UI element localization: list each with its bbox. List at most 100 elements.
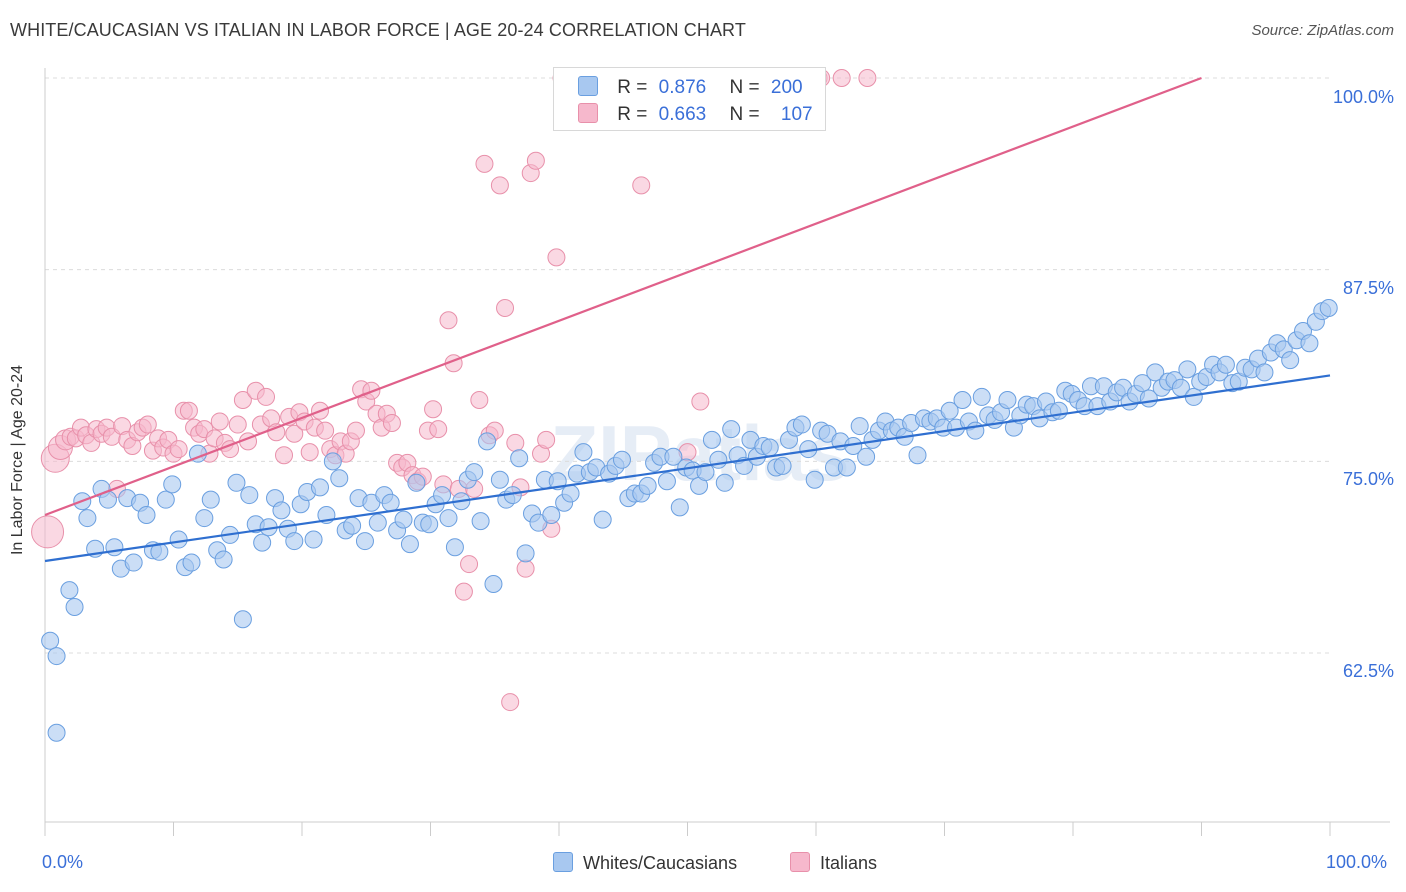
trend-line-whites	[44, 374, 1331, 563]
legend-r-label: R =	[617, 104, 648, 125]
legend-swatch-pink	[578, 103, 598, 123]
point-whites	[445, 538, 464, 557]
point-italians	[454, 582, 473, 601]
point-whites	[137, 506, 156, 524]
point-whites	[760, 438, 779, 457]
point-whites	[65, 598, 84, 616]
point-whites	[304, 530, 323, 549]
legend-r-value: 0.876	[658, 77, 707, 98]
point-whites	[574, 443, 593, 462]
point-whites	[850, 417, 869, 436]
y-tick-62-5: 62.5%	[1342, 661, 1394, 681]
point-whites	[612, 450, 631, 469]
point-italians	[501, 693, 520, 712]
legend-r-value: 0.663	[658, 104, 707, 125]
point-whites	[657, 472, 676, 491]
point-italians	[475, 154, 494, 173]
x-axis-max-label: 100.0%	[1326, 852, 1388, 872]
legend-n-label: N =	[729, 77, 760, 98]
point-whites	[1216, 355, 1235, 374]
point-italians	[547, 248, 566, 267]
legend-r-label: R =	[617, 77, 648, 98]
point-whites	[953, 391, 972, 409]
point-whites	[542, 506, 561, 524]
point-italians	[257, 387, 276, 406]
point-whites	[400, 535, 419, 554]
point-whites	[240, 486, 259, 505]
legend-row-whites: R = 0.876 N = 200	[578, 76, 803, 98]
point-whites	[163, 475, 182, 494]
point-italians	[526, 151, 545, 170]
point-italians	[233, 391, 252, 409]
point-italians	[31, 515, 65, 549]
point-whites	[253, 533, 272, 552]
source-label: Source: ZipAtlas.com	[1251, 22, 1394, 39]
point-whites	[516, 544, 535, 563]
point-italians	[424, 400, 443, 419]
x-axis-min-label: 0.0%	[42, 852, 84, 872]
point-italians	[210, 412, 229, 431]
point-whites	[638, 476, 657, 495]
point-whites	[169, 530, 188, 549]
point-italians	[858, 69, 877, 87]
point-italians	[285, 424, 304, 443]
point-whites	[47, 647, 66, 666]
point-italians	[537, 430, 556, 449]
point-italians	[179, 401, 198, 420]
legend-item-whites: Whites/Caucasians	[553, 852, 737, 874]
point-whites	[41, 631, 60, 650]
y-tick-75: 75.0%	[1342, 469, 1394, 489]
point-italians	[506, 433, 525, 452]
legend-swatch-pink	[790, 852, 810, 872]
legend-n-value: 200	[770, 77, 803, 98]
point-whites	[805, 470, 824, 489]
point-whites	[233, 610, 252, 629]
point-whites	[593, 510, 612, 529]
point-whites	[478, 432, 497, 451]
point-italians	[228, 415, 247, 434]
point-whites	[998, 391, 1017, 409]
point-italians	[470, 391, 489, 409]
point-italians	[439, 311, 458, 330]
point-italians	[316, 421, 335, 440]
trend-lines	[44, 76, 1331, 563]
series-whites	[41, 299, 1338, 742]
y-tick-87-5: 87.5%	[1342, 278, 1394, 298]
point-whites	[940, 401, 959, 420]
point-whites	[908, 446, 927, 465]
point-whites	[722, 420, 741, 439]
point-whites	[105, 538, 124, 557]
point-whites	[150, 542, 169, 561]
point-whites	[60, 581, 79, 600]
point-whites	[1281, 351, 1300, 370]
point-whites	[285, 532, 304, 551]
point-whites	[664, 447, 683, 466]
point-whites	[368, 513, 387, 532]
point-whites	[670, 498, 689, 517]
point-whites	[124, 553, 143, 572]
point-italians	[275, 446, 294, 465]
point-whites	[201, 490, 220, 509]
point-whites	[715, 473, 734, 492]
point-whites	[47, 723, 66, 742]
point-whites	[837, 458, 856, 477]
legend-n-label: N =	[729, 104, 760, 125]
point-italians	[300, 443, 319, 462]
point-whites	[702, 430, 721, 449]
point-italians	[490, 176, 509, 195]
point-whites	[227, 473, 246, 492]
grid-lines	[45, 77, 1330, 654]
point-whites	[972, 387, 991, 406]
legend-row-italians: R = 0.663 N = 107	[578, 103, 813, 125]
point-whites	[394, 510, 413, 529]
point-italians	[429, 420, 448, 439]
point-whites	[182, 553, 201, 572]
point-whites	[310, 478, 329, 497]
point-italians	[691, 392, 710, 411]
legend-label-italians: Italians	[820, 853, 878, 873]
point-italians	[460, 555, 479, 574]
point-whites	[407, 473, 426, 492]
legend-swatch-blue	[578, 76, 598, 96]
point-whites	[381, 493, 400, 512]
